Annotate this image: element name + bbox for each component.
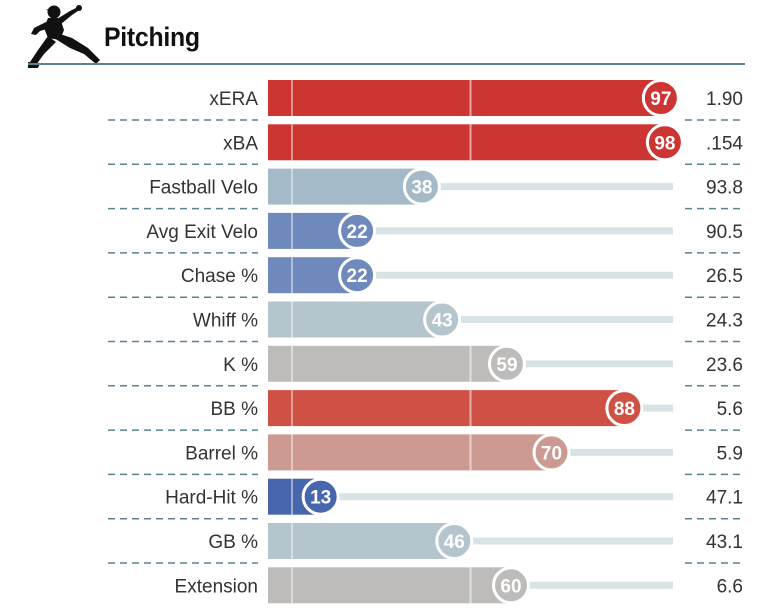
percentile-chart: xERA 97 1.90 xBA 98 .154 Fastball Velo 38 93.8 Av… — [108, 79, 745, 605]
percentile-bar — [268, 80, 661, 116]
percentile-marker — [402, 167, 441, 206]
metric-label: Hard-Hit % — [165, 488, 258, 509]
percentile-marker — [301, 477, 340, 516]
metric-row: Avg Exit Velo 22 90.5 — [146, 211, 743, 250]
metric-row: Extension 60 6.6 — [175, 566, 743, 605]
percentile-bar — [268, 301, 443, 338]
percentile-marker — [492, 566, 530, 605]
metric-row: Hard-Hit % 13 47.1 — [165, 477, 743, 516]
metric-label: BB % — [210, 399, 258, 420]
percentile-marker — [641, 79, 680, 117]
percentile-value: 22 — [347, 222, 368, 243]
stat-value: 47.1 — [706, 488, 743, 509]
section-title: Pitching — [104, 22, 200, 52]
percentile-track — [268, 183, 673, 191]
metric-row: Barrel % 70 5.9 — [185, 433, 743, 472]
stat-value: 43.1 — [706, 532, 743, 553]
percentile-bar — [268, 345, 507, 382]
title-divider — [28, 63, 745, 65]
percentile-marker — [423, 300, 462, 339]
metric-row: xERA 97 1.90 — [209, 79, 743, 117]
metric-label: Chase % — [181, 266, 258, 287]
stat-value: 23.6 — [706, 355, 743, 376]
percentile-bar — [268, 434, 552, 471]
percentile-marker — [605, 389, 644, 428]
metric-label: K % — [223, 355, 258, 376]
percentile-value: 70 — [541, 443, 562, 464]
percentile-bar — [268, 567, 511, 604]
percentile-marker — [487, 344, 526, 383]
metric-row: Fastball Velo 38 93.8 — [149, 167, 743, 206]
percentile-value: 22 — [347, 266, 368, 287]
metric-label: Whiff % — [193, 311, 258, 332]
stat-value: 26.5 — [706, 266, 743, 287]
metric-row: GB % 46 43.1 — [208, 522, 743, 560]
percentile-track — [268, 493, 673, 501]
percentile-marker — [532, 433, 571, 472]
metric-row: K % 59 23.6 — [223, 344, 743, 383]
percentile-value: 46 — [444, 532, 465, 553]
stat-value: 90.5 — [706, 222, 743, 243]
metric-row: xBA 98 .154 — [223, 123, 743, 162]
metric-label: xERA — [209, 89, 258, 110]
stat-value: .154 — [706, 133, 743, 154]
percentile-value: 88 — [614, 399, 635, 420]
stat-value: 6.6 — [717, 576, 743, 597]
percentile-track — [268, 271, 673, 279]
percentile-marker — [435, 522, 474, 560]
metric-label: Avg Exit Velo — [146, 222, 258, 243]
percentile-bar — [268, 124, 665, 161]
metric-label: Fastball Velo — [149, 178, 258, 199]
percentile-marker — [338, 256, 377, 295]
pitcher-silhouette-icon — [28, 5, 100, 68]
percentile-track — [268, 227, 673, 235]
metric-label: xBA — [223, 133, 258, 154]
percentile-marker — [645, 123, 684, 162]
percentile-value: 97 — [650, 89, 671, 110]
percentile-value: 13 — [310, 488, 331, 509]
stat-value: 5.9 — [717, 443, 743, 464]
percentile-value: 38 — [411, 178, 432, 199]
percentile-bar — [268, 390, 625, 427]
stat-value: 5.6 — [717, 399, 743, 420]
percentile-bar — [268, 168, 422, 205]
section-header: Pitching — [0, 0, 778, 70]
metric-label: Extension — [175, 576, 258, 597]
metric-row: Whiff % 43 24.3 — [193, 300, 743, 339]
percentile-value: 43 — [432, 311, 453, 332]
metric-row: Chase % 22 26.5 — [181, 256, 743, 295]
percentile-marker — [338, 211, 377, 250]
metric-label: GB % — [208, 532, 258, 553]
percentile-value: 59 — [496, 355, 517, 376]
percentile-track — [268, 316, 673, 323]
stat-value: 1.90 — [706, 89, 743, 110]
stat-value: 93.8 — [706, 178, 743, 199]
stat-value: 24.3 — [706, 311, 743, 332]
percentile-bar — [268, 523, 455, 559]
metric-row: BB % 88 5.6 — [210, 389, 743, 428]
percentile-value: 98 — [654, 133, 675, 154]
percentile-value: 60 — [500, 576, 521, 597]
metric-label: Barrel % — [185, 443, 258, 464]
